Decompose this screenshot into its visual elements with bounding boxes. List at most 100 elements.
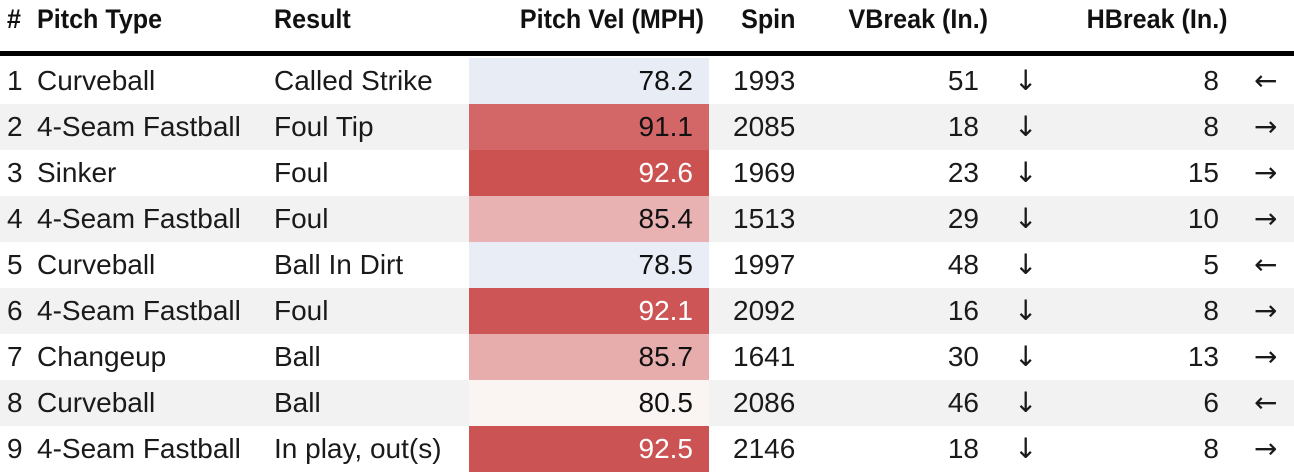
spin-cell: 1993: [733, 65, 796, 96]
down-arrow-icon: ↓: [1014, 156, 1038, 189]
right-arrow-icon: →: [1254, 110, 1278, 143]
row-number: 1: [7, 65, 23, 96]
pitch-type-cell: Curveball: [37, 387, 156, 418]
pitch-type-cell: Sinker: [37, 157, 117, 188]
vbreak-value: 51: [947, 65, 979, 96]
row-number: 2: [7, 111, 23, 142]
header-result: Result: [274, 4, 351, 34]
velocity-cell: 91.1: [469, 104, 709, 150]
result-cell: Foul: [274, 295, 329, 326]
hbreak-value: 8: [1203, 295, 1219, 326]
velocity-value: 92.6: [638, 157, 694, 188]
down-arrow-icon: ↓: [1014, 202, 1038, 235]
pitch-type-cell: Curveball: [37, 65, 156, 96]
header-spin: Spin: [740, 4, 795, 34]
result-cell: Ball: [274, 387, 321, 418]
vbreak-value: 29: [947, 203, 979, 234]
right-arrow-icon: →: [1254, 432, 1278, 465]
down-arrow-icon: ↓: [1014, 248, 1038, 281]
pitch-type-cell: Changeup: [37, 341, 167, 372]
row-number: 7: [7, 341, 23, 372]
row-number: 9: [7, 433, 23, 464]
velocity-cell: 78.5: [469, 242, 709, 288]
hbreak-value: 13: [1187, 341, 1219, 372]
result-cell: Foul: [274, 203, 329, 234]
left-arrow-icon: ←: [1254, 386, 1278, 419]
result-cell: Foul: [274, 157, 329, 188]
right-arrow-icon: →: [1254, 202, 1278, 235]
vbreak-value: 48: [947, 249, 979, 280]
vbreak-value: 46: [947, 387, 979, 418]
velocity-cell: 85.4: [469, 196, 709, 242]
right-arrow-icon: →: [1254, 156, 1278, 189]
vbreak-value: 16: [947, 295, 979, 326]
velocity-cell: 92.5: [469, 426, 709, 472]
spin-cell: 1969: [733, 157, 796, 188]
table-row: 1 Curveball Called Strike 78.2 1993 51 ↓ 8 ←: [0, 58, 1294, 104]
velocity-value: 78.2: [638, 65, 694, 96]
hbreak-value: 5: [1203, 249, 1219, 280]
hbreak-value: 10: [1187, 203, 1219, 234]
velocity-value: 85.4: [638, 203, 694, 234]
table-row: 9 4-Seam Fastball In play, out(s) 92.5 2146 1…: [0, 426, 1294, 472]
hbreak-value: 8: [1203, 433, 1219, 464]
row-number: 3: [7, 157, 23, 188]
velocity-value: 85.7: [638, 341, 694, 372]
hbreak-value: 8: [1203, 111, 1219, 142]
down-arrow-icon: ↓: [1014, 386, 1038, 419]
hbreak-value: 8: [1203, 65, 1219, 96]
table-header: # Pitch Type Result Pitch Vel (MPH) Spin…: [0, 0, 1294, 52]
table-row: 8 Curveball Ball 80.5 2086 46 ↓ 6 ←: [0, 380, 1294, 426]
table-row: 3 Sinker Foul 92.6 1969 23 ↓ 15 →: [0, 150, 1294, 196]
table-row: 4 4-Seam Fastball Foul 85.4 1513 29 ↓ 10 →: [0, 196, 1294, 242]
header-pitch-type: Pitch Type: [37, 4, 163, 34]
left-arrow-icon: ←: [1254, 64, 1278, 97]
pitch-type-cell: 4-Seam Fastball: [37, 111, 241, 142]
table-row: 5 Curveball Ball In Dirt 78.5 1997 48 ↓ 5 ←: [0, 242, 1294, 288]
velocity-cell: 80.5: [469, 380, 709, 426]
velocity-value: 91.1: [638, 111, 694, 142]
hbreak-value: 6: [1203, 387, 1219, 418]
down-arrow-icon: ↓: [1014, 432, 1038, 465]
result-cell: In play, out(s): [274, 433, 442, 464]
down-arrow-icon: ↓: [1014, 110, 1038, 143]
right-arrow-icon: →: [1254, 340, 1278, 373]
header-hbreak: HBreak (In.): [1087, 4, 1228, 34]
pitch-type-cell: 4-Seam Fastball: [37, 203, 241, 234]
spin-cell: 1997: [733, 249, 796, 280]
vbreak-value: 18: [947, 111, 979, 142]
header-rule: [0, 51, 1294, 56]
vbreak-value: 18: [947, 433, 979, 464]
pitch-type-cell: 4-Seam Fastball: [37, 433, 241, 464]
left-arrow-icon: ←: [1254, 248, 1278, 281]
down-arrow-icon: ↓: [1014, 340, 1038, 373]
spin-cell: 2086: [733, 387, 796, 418]
header-num: #: [7, 4, 21, 34]
result-cell: Ball: [274, 341, 321, 372]
table-row: 7 Changeup Ball 85.7 1641 30 ↓ 13 →: [0, 334, 1294, 380]
spin-cell: 2092: [733, 295, 796, 326]
spin-cell: 2146: [733, 433, 796, 464]
velocity-cell: 92.1: [469, 288, 709, 334]
right-arrow-icon: →: [1254, 294, 1278, 327]
row-number: 6: [7, 295, 23, 326]
pitch-type-cell: 4-Seam Fastball: [37, 295, 241, 326]
velocity-value: 92.1: [638, 295, 694, 326]
velocity-value: 78.5: [638, 249, 694, 280]
pitch-type-cell: Curveball: [37, 249, 156, 280]
header-velocity: Pitch Vel (MPH): [519, 4, 704, 34]
header-vbreak: VBreak (In.): [848, 4, 988, 34]
result-cell: Ball In Dirt: [274, 249, 404, 280]
hbreak-value: 15: [1187, 157, 1219, 188]
velocity-cell: 78.2: [469, 58, 709, 104]
spin-cell: 1513: [733, 203, 796, 234]
vbreak-value: 23: [947, 157, 979, 188]
row-number: 8: [7, 387, 23, 418]
spin-cell: 1641: [733, 341, 796, 372]
velocity-value: 92.5: [638, 433, 694, 464]
spin-cell: 2085: [733, 111, 796, 142]
velocity-value: 80.5: [638, 387, 694, 418]
result-cell: Called Strike: [274, 65, 433, 96]
vbreak-value: 30: [947, 341, 979, 372]
